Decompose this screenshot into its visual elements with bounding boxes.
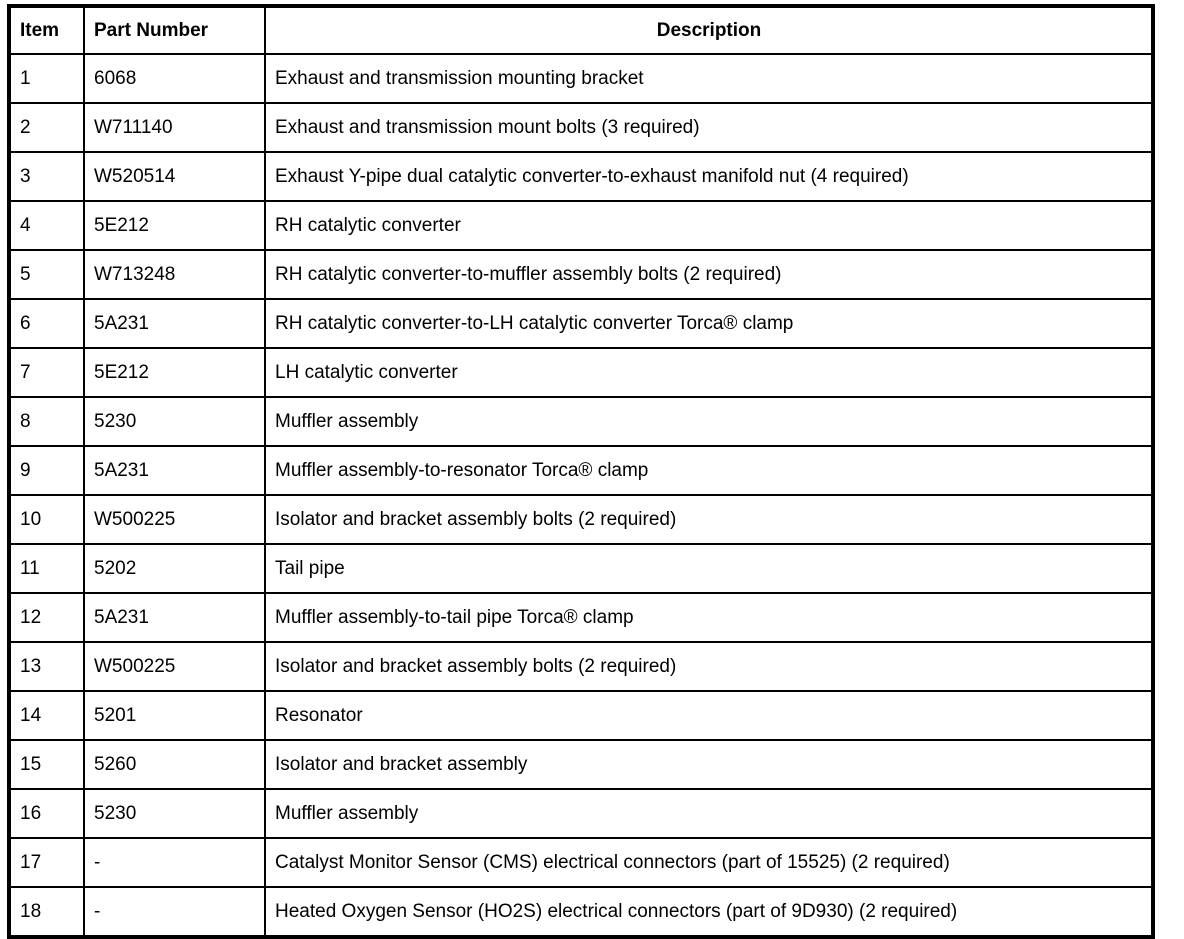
cell-item: 16: [8, 788, 85, 839]
cell-part-number: -: [83, 886, 266, 938]
cell-part-number: W500225: [83, 494, 266, 545]
table-row: 13 W500225 Isolator and bracket assembly b…: [8, 641, 1154, 692]
table-row: 11 5202 Tail pipe: [8, 543, 1154, 594]
cell-description: Muffler assembly: [264, 788, 1154, 839]
table-row: 7 5E212 LH catalytic converter: [8, 347, 1154, 398]
cell-description: Exhaust Y-pipe dual catalytic converter-…: [264, 151, 1154, 202]
cell-item: 3: [8, 151, 85, 202]
cell-part-number: 5E212: [83, 200, 266, 251]
table-row: 1 6068 Exhaust and transmission mounting b…: [8, 53, 1154, 104]
cell-item: 10: [8, 494, 85, 545]
parts-list-table: Item Part Number Description 1 6068 Exhaus…: [7, 4, 1155, 939]
cell-part-number: W711140: [83, 102, 266, 153]
cell-description: Heated Oxygen Sensor (HO2S) electrical c…: [264, 886, 1154, 938]
parts-table-header: Item Part Number Description: [8, 5, 1154, 55]
cell-part-number: 5E212: [83, 347, 266, 398]
cell-item: 11: [8, 543, 85, 594]
cell-item: 2: [8, 102, 85, 153]
cell-description: Muffler assembly: [264, 396, 1154, 447]
table-row: 4 5E212 RH catalytic converter: [8, 200, 1154, 251]
cell-item: 6: [8, 298, 85, 349]
cell-part-number: 5A231: [83, 445, 266, 496]
cell-item: 7: [8, 347, 85, 398]
cell-description: RH catalytic converter-to-muffler assemb…: [264, 249, 1154, 300]
table-row: 2 W711140 Exhaust and transmission mount b…: [8, 102, 1154, 153]
cell-description: Tail pipe: [264, 543, 1154, 594]
cell-item: 8: [8, 396, 85, 447]
cell-item: 15: [8, 739, 85, 790]
parts-table-body: 1 6068 Exhaust and transmission mounting b…: [8, 53, 1154, 938]
table-row: 15 5260 Isolator and bracket assembly: [8, 739, 1154, 790]
cell-description: Resonator: [264, 690, 1154, 741]
cell-item: 18: [8, 886, 85, 938]
table-row: 18- Heated Oxygen Sensor (HO2S) electrica…: [8, 886, 1154, 938]
cell-part-number: 6068: [83, 53, 266, 104]
table-row: 10 W500225 Isolator and bracket assembly b…: [8, 494, 1154, 545]
cell-part-number: 5202: [83, 543, 266, 594]
cell-description: Exhaust and transmission mount bolts (3 …: [264, 102, 1154, 153]
cell-item: 14: [8, 690, 85, 741]
cell-item: 17: [8, 837, 85, 888]
cell-part-number: 5230: [83, 396, 266, 447]
cell-description: Isolator and bracket assembly bolts (2 r…: [264, 494, 1154, 545]
cell-description: RH catalytic converter-to-LH catalytic c…: [264, 298, 1154, 349]
cell-item: 4: [8, 200, 85, 251]
cell-description: LH catalytic converter: [264, 347, 1154, 398]
cell-description: Isolator and bracket assembly: [264, 739, 1154, 790]
cell-item: 13: [8, 641, 85, 692]
table-row: 6 5A231 RH catalytic converter-to-LH catal…: [8, 298, 1154, 349]
cell-part-number: 5201: [83, 690, 266, 741]
cell-description: Isolator and bracket assembly bolts (2 r…: [264, 641, 1154, 692]
cell-description: RH catalytic converter: [264, 200, 1154, 251]
table-row: 12 5A231 Muffler assembly-to-tail pipe Tor…: [8, 592, 1154, 643]
cell-description: Muffler assembly-to-tail pipe Torca® cla…: [264, 592, 1154, 643]
cell-part-number: 5A231: [83, 298, 266, 349]
cell-description: Exhaust and transmission mounting bracke…: [264, 53, 1154, 104]
cell-item: 9: [8, 445, 85, 496]
cell-part-number: 5260: [83, 739, 266, 790]
cell-part-number: 5A231: [83, 592, 266, 643]
cell-item: 12: [8, 592, 85, 643]
table-row: 8 5230 Muffler assembly: [8, 396, 1154, 447]
cell-description: Catalyst Monitor Sensor (CMS) electrical…: [264, 837, 1154, 888]
table-row: 3 W520514 Exhaust Y-pipe dual catalytic co…: [8, 151, 1154, 202]
cell-part-number: W713248: [83, 249, 266, 300]
cell-part-number: 5230: [83, 788, 266, 839]
cell-part-number: -: [83, 837, 266, 888]
column-header-item: Item: [8, 5, 85, 55]
table-row: 5 W713248 RH catalytic converter-to-muffle…: [8, 249, 1154, 300]
column-header-part-number: Part Number: [83, 5, 266, 55]
cell-description: Muffler assembly-to-resonator Torca® cla…: [264, 445, 1154, 496]
table-row: 16 5230 Muffler assembly: [8, 788, 1154, 839]
cell-part-number: W520514: [83, 151, 266, 202]
table-row: 9 5A231 Muffler assembly-to-resonator Torc…: [8, 445, 1154, 496]
table-row: 17- Catalyst Monitor Sensor (CMS) electri…: [8, 837, 1154, 888]
column-header-description: Description: [264, 5, 1154, 55]
cell-item: 1: [8, 53, 85, 104]
cell-part-number: W500225: [83, 641, 266, 692]
header-row: Item Part Number Description: [8, 5, 1154, 55]
cell-item: 5: [8, 249, 85, 300]
table-row: 14 5201 Resonator: [8, 690, 1154, 741]
